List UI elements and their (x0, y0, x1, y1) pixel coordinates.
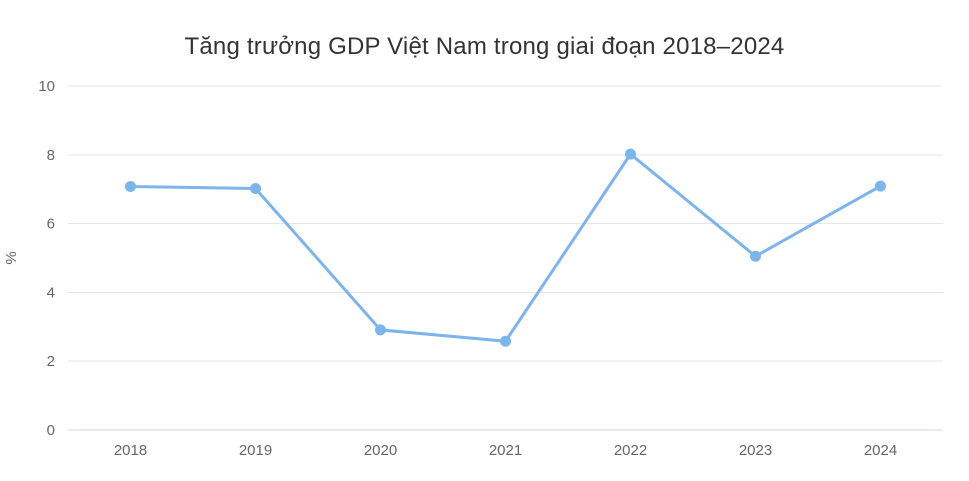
x-tick-label: 2024 (864, 442, 897, 459)
data-point-2020[interactable] (375, 324, 386, 336)
data-point-2023[interactable] (750, 250, 761, 262)
y-axis-title: % (3, 251, 20, 264)
data-point-2022[interactable] (625, 148, 636, 160)
y-tick-label: 4 (47, 284, 55, 301)
x-tick-label: 2021 (489, 442, 522, 459)
y-tick-label: 8 (47, 147, 55, 164)
y-tick-label: 2 (47, 353, 55, 370)
y-tick-label: 6 (47, 216, 55, 233)
x-tick-label: 2023 (739, 442, 772, 459)
y-tick-label: 10 (38, 78, 55, 95)
data-point-2021[interactable] (500, 335, 511, 347)
x-tick-label: 2022 (614, 442, 647, 459)
x-tick-label: 2019 (239, 442, 272, 459)
y-tick-label: 0 (47, 422, 55, 439)
gdp-line-series (129, 152, 882, 343)
data-point-2019[interactable] (250, 183, 261, 195)
data-point-2018[interactable] (125, 180, 136, 192)
x-tick-label: 2018 (114, 442, 147, 459)
x-tick-label: 2020 (364, 442, 397, 459)
data-point-2024[interactable] (875, 180, 886, 192)
chart-title: Tăng trưởng GDP Việt Nam trong giai đoạn… (184, 33, 785, 60)
